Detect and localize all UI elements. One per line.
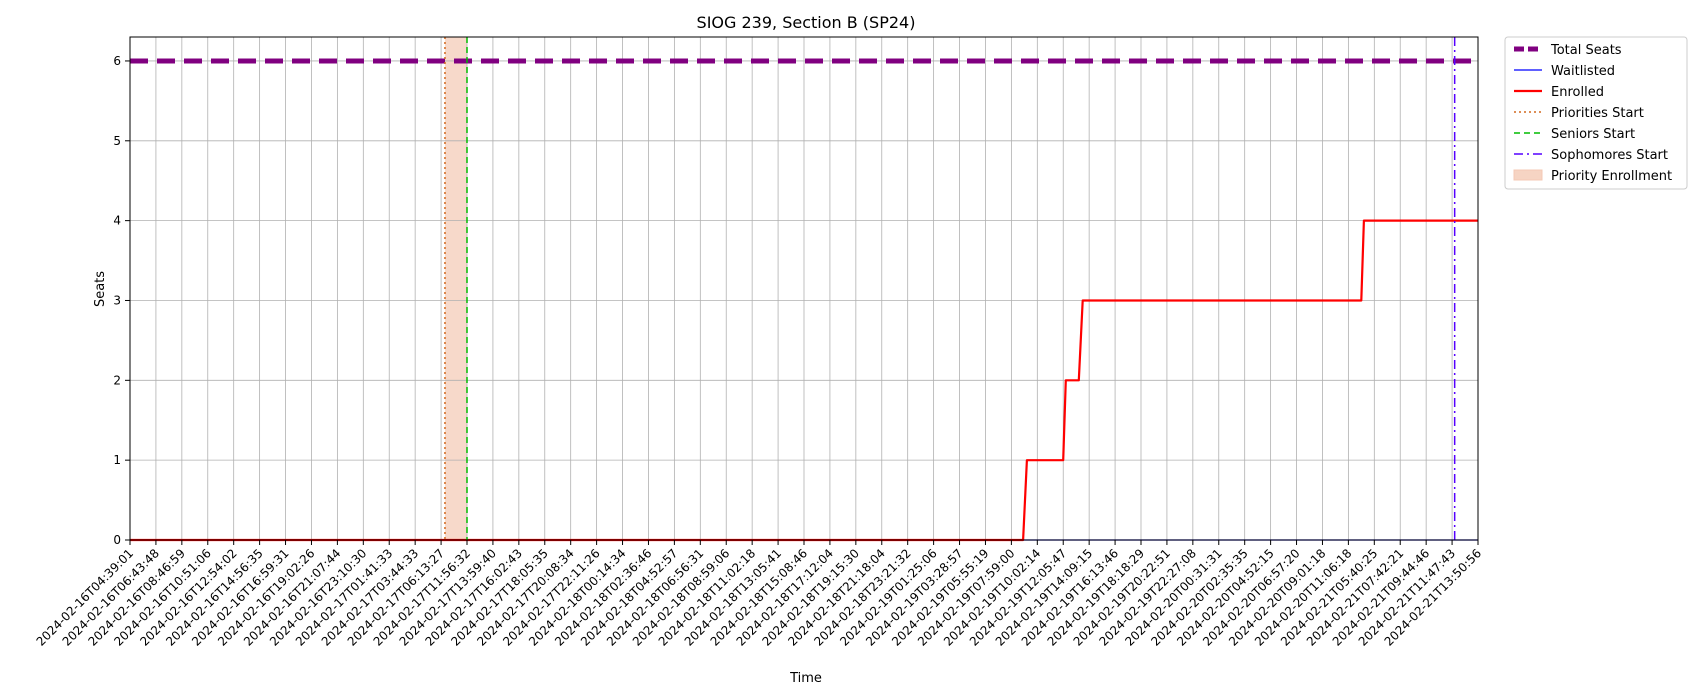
legend-item-enrolled-label: Enrolled [1551,85,1604,100]
legend-item-priority-enrollment-label: Priority Enrollment [1551,169,1672,184]
span-priority-enrollment [444,37,467,540]
legend-item-seniors-start-label: Seniors Start [1551,127,1635,142]
y-tick-label: 3 [113,293,121,307]
x-axis-title: Time [789,671,822,686]
legend-item-sophomores-start-label: Sophomores Start [1551,148,1668,163]
y-tick-label: 2 [113,373,121,387]
legend-box [1504,36,1688,190]
y-tick-label: 0 [113,533,121,547]
y-tick-label: 6 [113,54,121,68]
legend: Total Seats Waitlisted Enrolled Priorities … [1504,36,1688,190]
series-enrolled [130,219,1478,542]
y-tick-label: 4 [113,214,121,228]
chart-title: SIOG 239, Section B (SP24) [697,13,916,32]
y-tick-label: 1 [113,453,121,467]
plot-area: 01234562024-02-16T04:39:012024-02-16T06:… [34,36,1484,649]
legend-item-priority-enrollment-swatch [1513,169,1543,181]
legend-item-total-seats-label: Total Seats [1550,43,1622,58]
legend-item-waitlisted-label: Waitlisted [1551,64,1615,79]
y-tick-label: 5 [113,134,121,148]
legend-item-priorities-start-label: Priorities Start [1551,106,1644,121]
y-axis-title: Seats [93,271,108,307]
